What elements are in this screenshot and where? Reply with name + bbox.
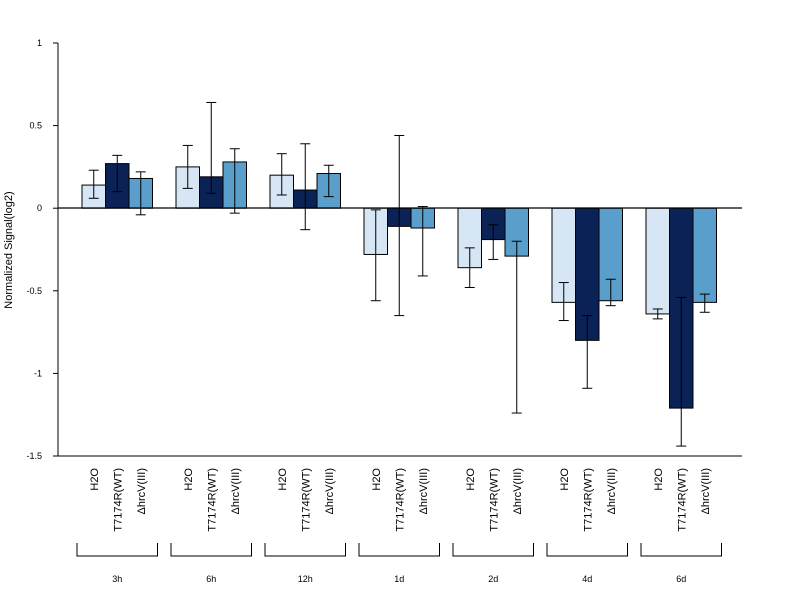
y-tick-label: -1 bbox=[34, 368, 42, 378]
group-bracket bbox=[264, 543, 346, 557]
category-labels: H2O T7174R(WT) ΔhrcV(III) H2O T7174R(WT) Δhrc… bbox=[89, 468, 712, 532]
category-label: T7174R(WT) bbox=[488, 468, 500, 532]
category-label: H2O bbox=[653, 468, 665, 491]
category-label: H2O bbox=[183, 468, 195, 491]
category-label: T7174R(WT) bbox=[676, 468, 688, 532]
category-label: ΔhrcV(III) bbox=[512, 468, 524, 514]
category-label: H2O bbox=[465, 468, 477, 491]
group-bracket bbox=[76, 543, 158, 557]
bar bbox=[692, 207, 717, 303]
category-label: ΔhrcV(III) bbox=[418, 468, 430, 514]
y-tick-label: -0.5 bbox=[26, 286, 42, 296]
category-label: T7174R(WT) bbox=[300, 468, 312, 532]
y-tick-label: 1 bbox=[37, 38, 42, 48]
category-label: ΔhrcV(III) bbox=[324, 468, 336, 514]
group-bracket bbox=[452, 543, 534, 557]
y-axis: 1 0.5 0 -0.5 -1 -1.5 bbox=[26, 38, 59, 461]
group-label: 6h bbox=[206, 574, 216, 584]
category-label: H2O bbox=[89, 468, 101, 491]
category-label: T7174R(WT) bbox=[582, 468, 594, 532]
y-tick-label: 0.5 bbox=[29, 121, 42, 131]
group-label: 6d bbox=[676, 574, 686, 584]
category-label: H2O bbox=[371, 468, 383, 491]
category-label: H2O bbox=[277, 468, 289, 491]
category-label: ΔhrcV(III) bbox=[136, 468, 148, 514]
category-label: ΔhrcV(III) bbox=[606, 468, 618, 514]
group-brackets: 3h 6h 12h 1d 2d 4d 6d bbox=[76, 543, 722, 584]
category-label: H2O bbox=[559, 468, 571, 491]
group-bracket bbox=[358, 543, 440, 557]
y-tick-label: 0 bbox=[37, 203, 42, 213]
group-label: 3h bbox=[112, 574, 122, 584]
group-bracket bbox=[170, 543, 252, 557]
category-label: T7174R(WT) bbox=[394, 468, 406, 532]
group-label: 4d bbox=[582, 574, 592, 584]
group-label: 1d bbox=[394, 574, 404, 584]
group-bracket bbox=[640, 543, 722, 557]
y-axis-label: Normalized Signal(log2) bbox=[3, 191, 15, 308]
group-label: 2d bbox=[488, 574, 498, 584]
category-label: ΔhrcV(III) bbox=[230, 468, 242, 514]
error-bars bbox=[88, 101, 710, 447]
group-label: 12h bbox=[298, 574, 313, 584]
category-label: T7174R(WT) bbox=[206, 468, 218, 532]
bar bbox=[645, 207, 670, 315]
group-bracket bbox=[546, 543, 628, 557]
category-label: ΔhrcV(III) bbox=[700, 468, 712, 514]
y-tick-label: -1.5 bbox=[26, 451, 42, 461]
category-label: T7174R(WT) bbox=[112, 468, 124, 532]
